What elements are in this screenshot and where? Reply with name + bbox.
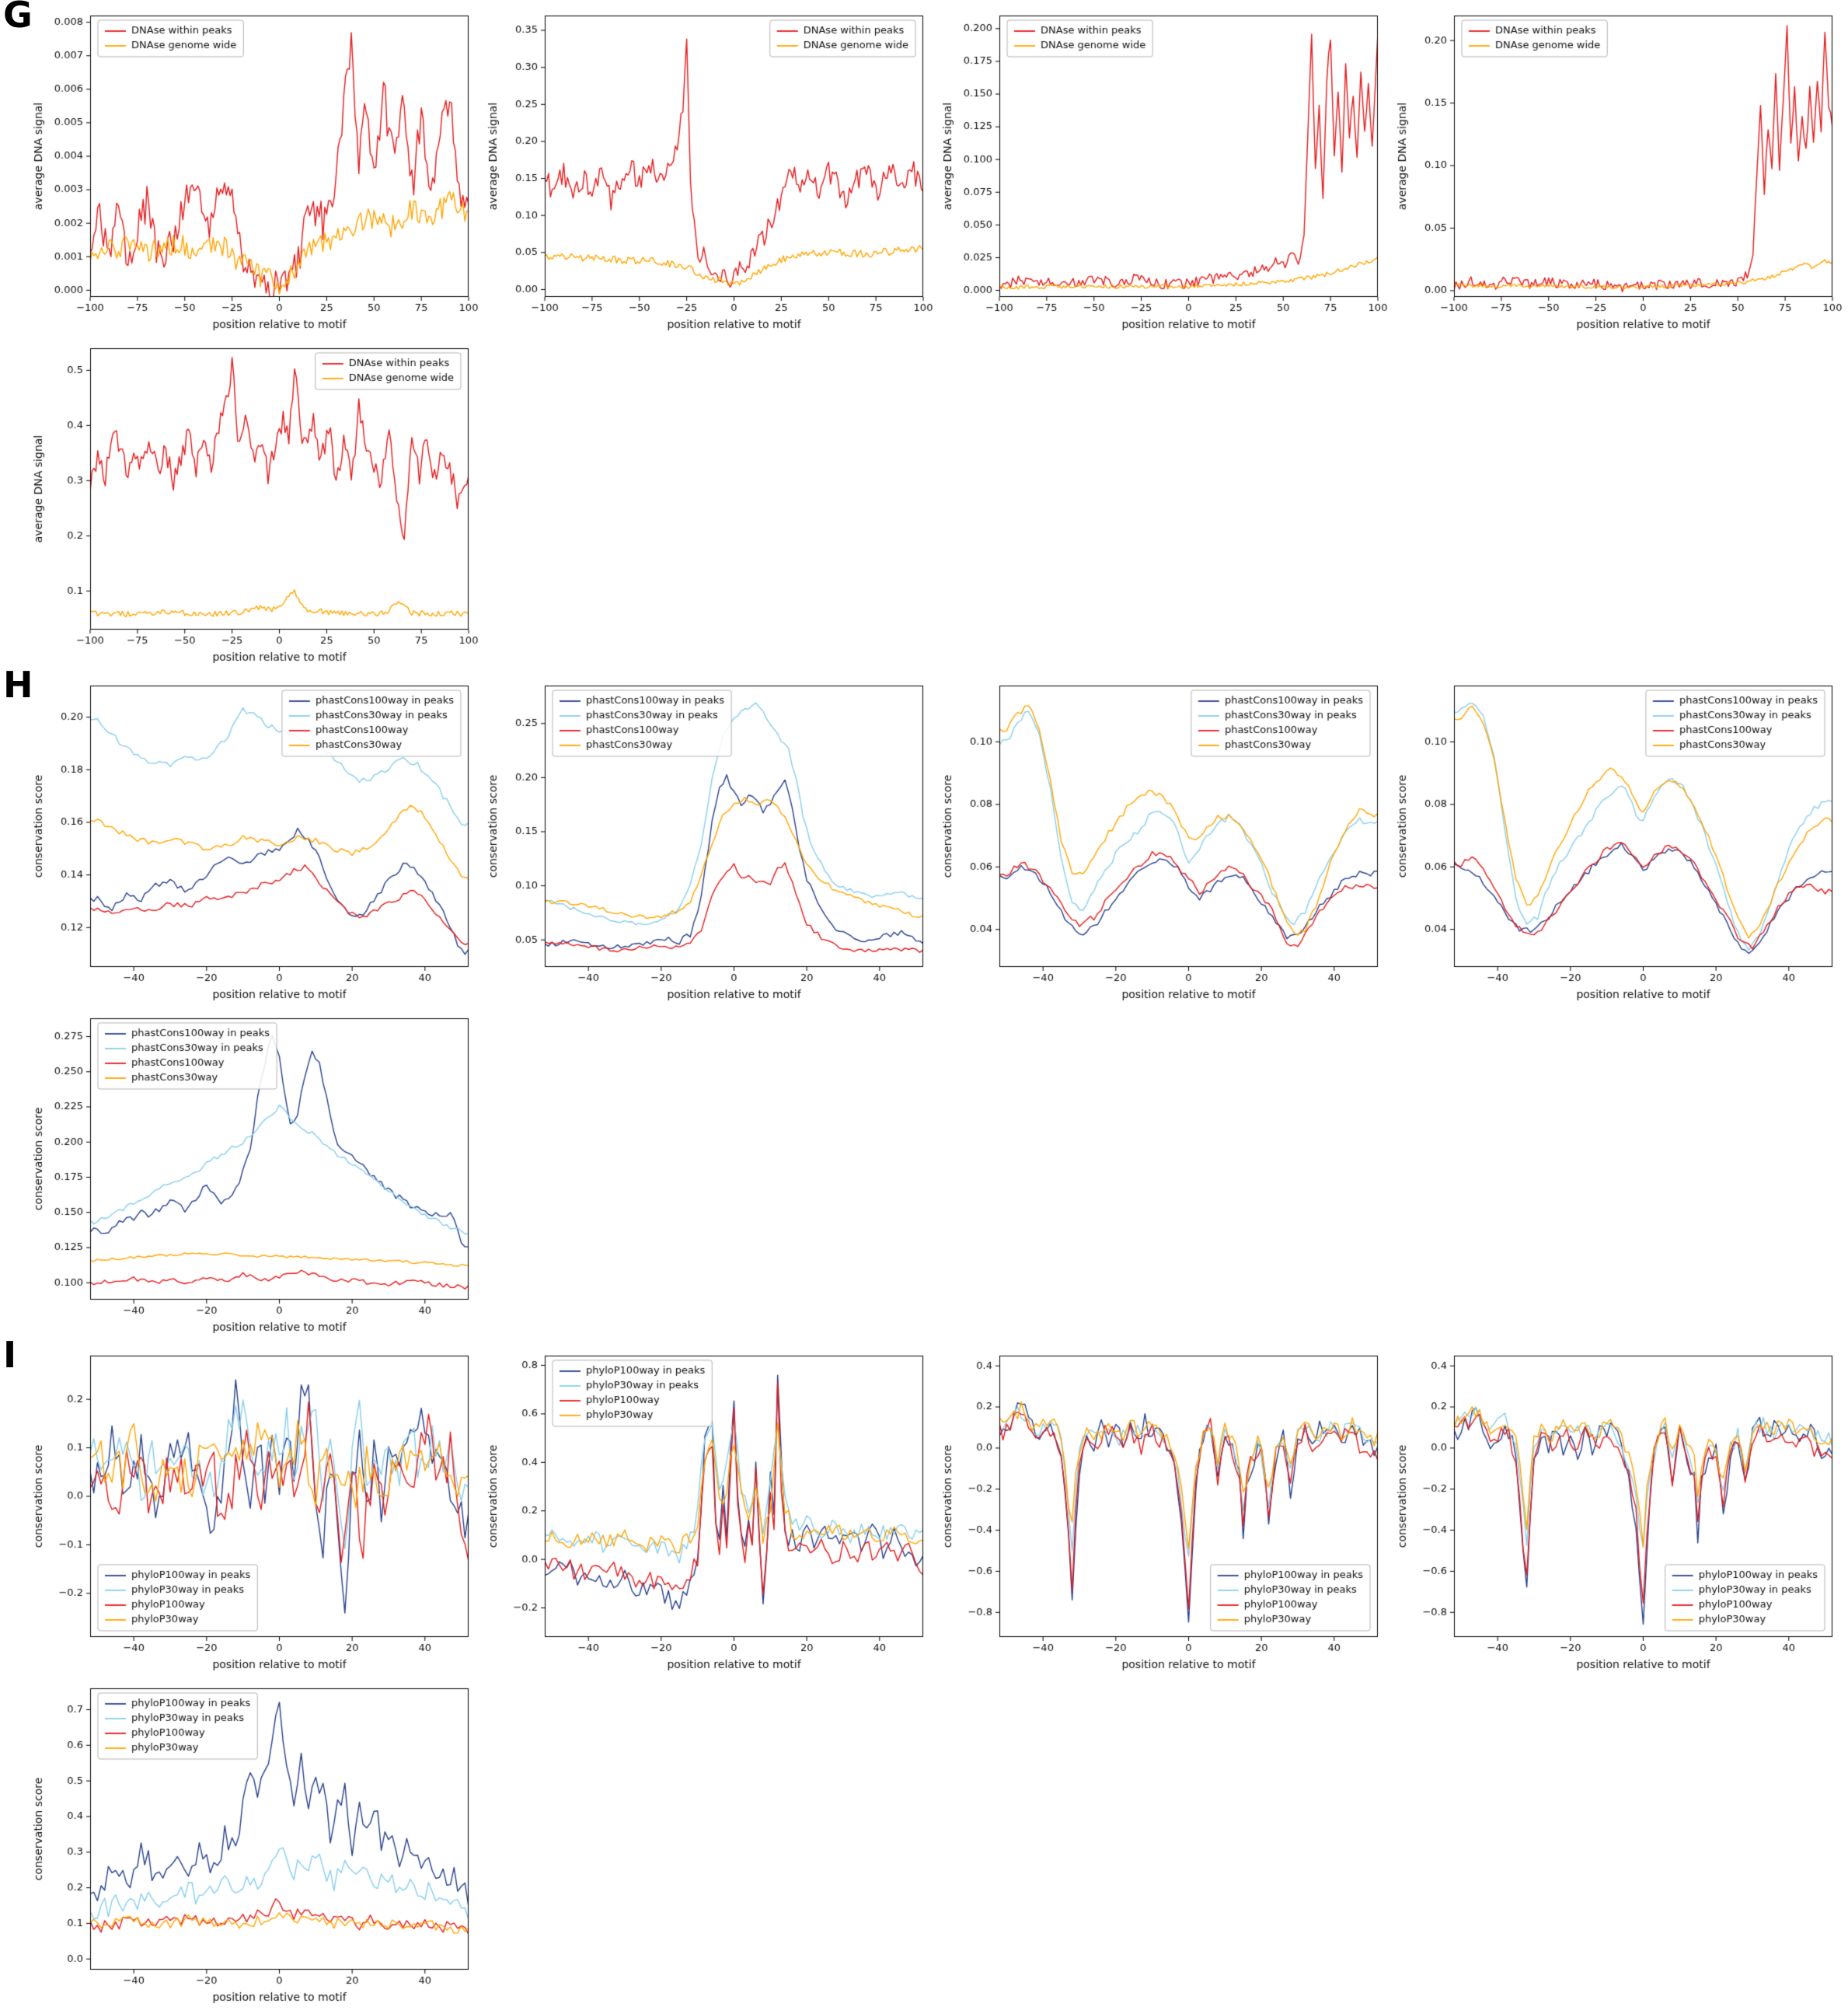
panel-H-charts bbox=[26, 675, 1848, 1340]
chart-canvas-H5 bbox=[26, 1007, 481, 1340]
chart-G5 bbox=[26, 337, 481, 670]
chart-canvas-I2 bbox=[481, 1345, 936, 1677]
panel-label-G: G bbox=[3, 0, 33, 36]
chart-canvas-G5 bbox=[26, 337, 481, 670]
chart-I5 bbox=[26, 1677, 481, 2010]
chart-canvas-H1 bbox=[26, 675, 481, 1007]
chart-H2 bbox=[481, 675, 936, 1007]
chart-H5 bbox=[26, 1007, 481, 1340]
chart-canvas-H2 bbox=[481, 675, 936, 1007]
chart-canvas-I5 bbox=[26, 1677, 481, 2010]
chart-G1 bbox=[26, 5, 481, 337]
chart-G4 bbox=[1390, 5, 1845, 337]
panel-G-charts bbox=[26, 5, 1848, 670]
chart-G3 bbox=[936, 5, 1390, 337]
panel-label-H: H bbox=[3, 664, 33, 706]
panel-I: I bbox=[0, 1334, 1848, 2010]
panel-I-charts bbox=[26, 1345, 1848, 2010]
chart-canvas-I1 bbox=[26, 1345, 481, 1677]
panel-G: G bbox=[0, 0, 1848, 670]
chart-canvas-G2 bbox=[481, 5, 936, 337]
chart-canvas-G3 bbox=[936, 5, 1390, 337]
chart-I3 bbox=[936, 1345, 1390, 1677]
chart-canvas-G4 bbox=[1390, 5, 1845, 337]
chart-H1 bbox=[26, 675, 481, 1007]
chart-H4 bbox=[1390, 675, 1845, 1007]
chart-canvas-H4 bbox=[1390, 675, 1845, 1007]
chart-G2 bbox=[481, 5, 936, 337]
chart-canvas-I3 bbox=[936, 1345, 1390, 1677]
chart-I2 bbox=[481, 1345, 936, 1677]
chart-H3 bbox=[936, 675, 1390, 1007]
chart-canvas-G1 bbox=[26, 5, 481, 337]
chart-I1 bbox=[26, 1345, 481, 1677]
chart-canvas-H3 bbox=[936, 675, 1390, 1007]
chart-I4 bbox=[1390, 1345, 1845, 1677]
panel-label-I: I bbox=[3, 1334, 17, 1376]
panel-H: H bbox=[0, 664, 1848, 1340]
chart-canvas-I4 bbox=[1390, 1345, 1845, 1677]
